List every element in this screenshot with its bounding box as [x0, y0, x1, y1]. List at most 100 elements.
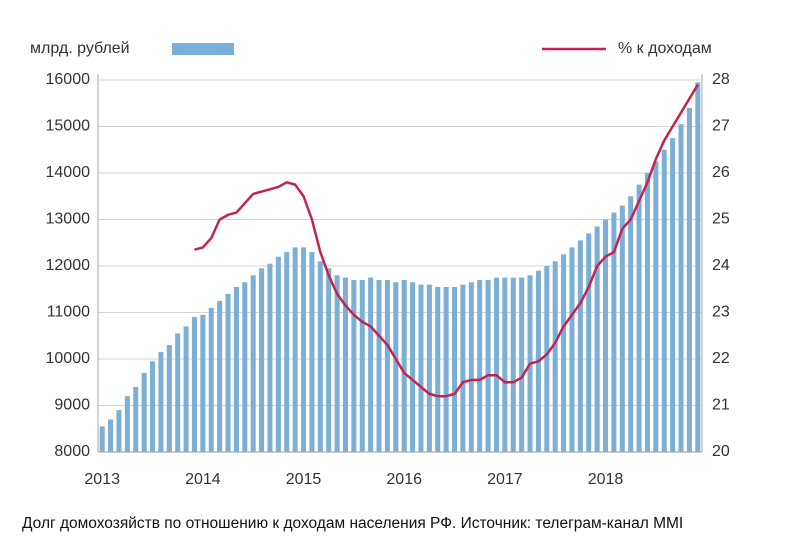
y-tick-label: 16000: [46, 71, 91, 88]
y-tick-label: 8000: [54, 443, 90, 460]
bar: [653, 161, 659, 452]
legend-label: млрд. рублей: [30, 40, 130, 57]
bar: [594, 226, 600, 452]
bar: [510, 277, 516, 452]
bar: [166, 345, 172, 452]
y-tick-label: 13000: [46, 211, 91, 228]
bar: [133, 386, 139, 452]
bar: [267, 263, 273, 452]
bar: [334, 275, 340, 452]
y2-tick-label: 26: [712, 164, 730, 181]
bar: [225, 293, 231, 452]
bar: [242, 282, 248, 452]
y2-tick-label: 20: [712, 443, 730, 460]
bar: [141, 372, 147, 452]
y2-tick-label: 22: [712, 350, 730, 367]
y2-tick-label: 25: [712, 211, 730, 228]
bar: [326, 268, 332, 452]
bar: [200, 314, 206, 452]
bar: [359, 279, 365, 452]
x-tick-label: 2014: [185, 471, 221, 488]
bar: [577, 240, 583, 452]
bar: [116, 410, 122, 452]
bar: [493, 277, 499, 452]
bar: [250, 275, 256, 452]
bar: [275, 256, 281, 452]
bar: [108, 419, 114, 452]
bar: [611, 212, 617, 452]
bar: [124, 396, 130, 452]
bar: [619, 205, 625, 452]
bar: [158, 352, 164, 452]
bar: [519, 277, 525, 452]
y-tick-label: 10000: [46, 350, 91, 367]
y-tick-label: 12000: [46, 257, 91, 274]
bar: [661, 149, 667, 452]
bar: [477, 279, 483, 452]
bar: [208, 307, 214, 452]
bar: [217, 300, 223, 452]
bar: [292, 247, 298, 452]
bar: [376, 279, 382, 452]
bar: [561, 254, 567, 452]
legend-swatch: [172, 43, 234, 55]
bar: [351, 279, 357, 452]
bar: [368, 277, 374, 452]
y2-tick-label: 21: [712, 397, 730, 414]
y-tick-label: 14000: [46, 164, 91, 181]
bar: [628, 196, 634, 452]
bar: [678, 124, 684, 453]
y-tick-label: 11000: [47, 304, 90, 321]
bar: [443, 286, 449, 452]
bar: [468, 282, 474, 452]
y-tick-label: 15000: [46, 118, 91, 135]
chart: 8000 9000 10000 11000 12000 13000 14000 15000 16…: [30, 40, 730, 488]
bar: [384, 279, 390, 452]
bar: [502, 277, 508, 452]
line: [194, 84, 699, 398]
y-tick-label: 9000: [54, 397, 90, 414]
bar: [393, 282, 399, 452]
bar: [410, 282, 416, 452]
bar: [636, 184, 642, 452]
bar: [586, 233, 592, 452]
caption: Долг домохозяйств по отношению к доходам…: [22, 515, 684, 532]
y2-tick-label: 28: [712, 71, 730, 88]
x-tick-label: 2017: [487, 471, 523, 488]
bar: [150, 361, 156, 452]
bar: [418, 284, 424, 452]
bar: [342, 277, 348, 452]
bar: [284, 252, 290, 452]
y2-tick-label: 24: [712, 257, 730, 274]
bar: [485, 279, 491, 452]
bar: [183, 326, 189, 452]
bar: [460, 284, 466, 452]
x-tick-label: 2013: [84, 471, 120, 488]
bar: [695, 82, 701, 452]
bar: [603, 219, 609, 452]
bar: [401, 279, 407, 452]
bar: [435, 286, 441, 452]
x-tick-label: 2015: [286, 471, 322, 488]
bar: [569, 247, 575, 452]
bar: [317, 261, 323, 452]
x-tick-label: 2016: [386, 471, 422, 488]
bar: [452, 286, 458, 452]
x-tick-label: 2018: [588, 471, 624, 488]
bar: [191, 317, 197, 452]
bar: [301, 247, 307, 452]
bar: [644, 173, 650, 452]
bar: [259, 268, 265, 452]
bar: [175, 333, 181, 452]
bar: [670, 138, 676, 452]
bar: [552, 261, 558, 452]
y2-tick-label: 23: [712, 304, 730, 321]
bar: [99, 426, 105, 452]
bar: [686, 107, 692, 453]
bar: [544, 266, 550, 452]
bar: [309, 252, 315, 452]
y2-tick-label: 27: [712, 118, 730, 135]
bar: [233, 286, 239, 452]
legend-label: % к доходам: [618, 40, 712, 57]
